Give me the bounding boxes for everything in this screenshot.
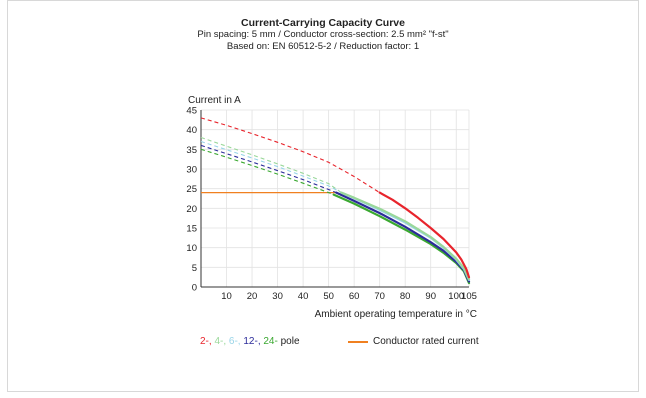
- y-tick-label-20: 20: [186, 204, 197, 215]
- series-4-pole-solid: [340, 191, 471, 281]
- x-tick-label-90: 90: [425, 291, 436, 302]
- series-2-pole-solid: [378, 191, 471, 279]
- legend-rated-label: Conductor rated current: [373, 336, 479, 347]
- series-4-pole-dashed: [200, 136, 342, 194]
- chart-titles: Current-Carrying Capacity Curve Pin spac…: [0, 17, 646, 53]
- x-tick-label-70: 70: [374, 291, 385, 302]
- x-tick-label-80: 80: [400, 291, 411, 302]
- y-tick-label-5: 5: [192, 263, 197, 274]
- x-tick-label-30: 30: [272, 291, 283, 302]
- x-tick-label-105: 105: [461, 291, 477, 302]
- x-axis-label: Ambient operating temperature in °C: [315, 309, 477, 320]
- x-tick-label-100: 100: [448, 291, 464, 302]
- x-tick-label-10: 10: [221, 291, 232, 302]
- y-tick-label-25: 25: [186, 184, 197, 195]
- series-12-pole-dashed: [200, 144, 337, 194]
- legend-pole-6: 6-,: [228, 336, 241, 347]
- y-tick-label-40: 40: [186, 125, 197, 136]
- chart-frame: [7, 0, 639, 392]
- chart-subtitle-line-1: Pin spacing: 5 mm / Conductor cross-sect…: [197, 29, 449, 40]
- legend-pole-2: 2-,: [200, 336, 212, 347]
- y-tick-label-15: 15: [186, 224, 197, 235]
- series-24-pole-dashed: [200, 148, 334, 196]
- legend-pole-12: 12-,: [243, 336, 261, 347]
- legend-pole-suffix: pole: [280, 336, 300, 347]
- legend-rated-swatch: [348, 340, 368, 343]
- series-6-pole-dashed: [200, 140, 342, 194]
- legend-rated-current: Conductor rated current: [348, 336, 479, 347]
- x-tick-label-50: 50: [323, 291, 334, 302]
- y-tick-label-10: 10: [186, 243, 197, 254]
- x-tick-label-40: 40: [298, 291, 309, 302]
- chart-title: Current-Carrying Capacity Curve: [241, 17, 405, 29]
- y-axis-label: Current in A: [188, 95, 241, 106]
- y-tick-label-45: 45: [186, 106, 197, 117]
- legend-pole-4: 4-,: [214, 336, 227, 347]
- y-tick-label-0: 0: [192, 283, 197, 294]
- x-tick-label-20: 20: [247, 291, 258, 302]
- y-tick-label-35: 35: [186, 145, 197, 156]
- legend-pole-24: 24-: [263, 336, 278, 347]
- series-2-pole-dashed: [200, 117, 380, 194]
- chart-subtitle-line-2: Based on: EN 60512-5-2 / Reduction facto…: [226, 41, 420, 52]
- legend-poles: 2-, 4-, 6-, 12-, 24- pole: [200, 336, 300, 347]
- y-tick-label-30: 30: [186, 165, 197, 176]
- x-tick-label-60: 60: [349, 291, 360, 302]
